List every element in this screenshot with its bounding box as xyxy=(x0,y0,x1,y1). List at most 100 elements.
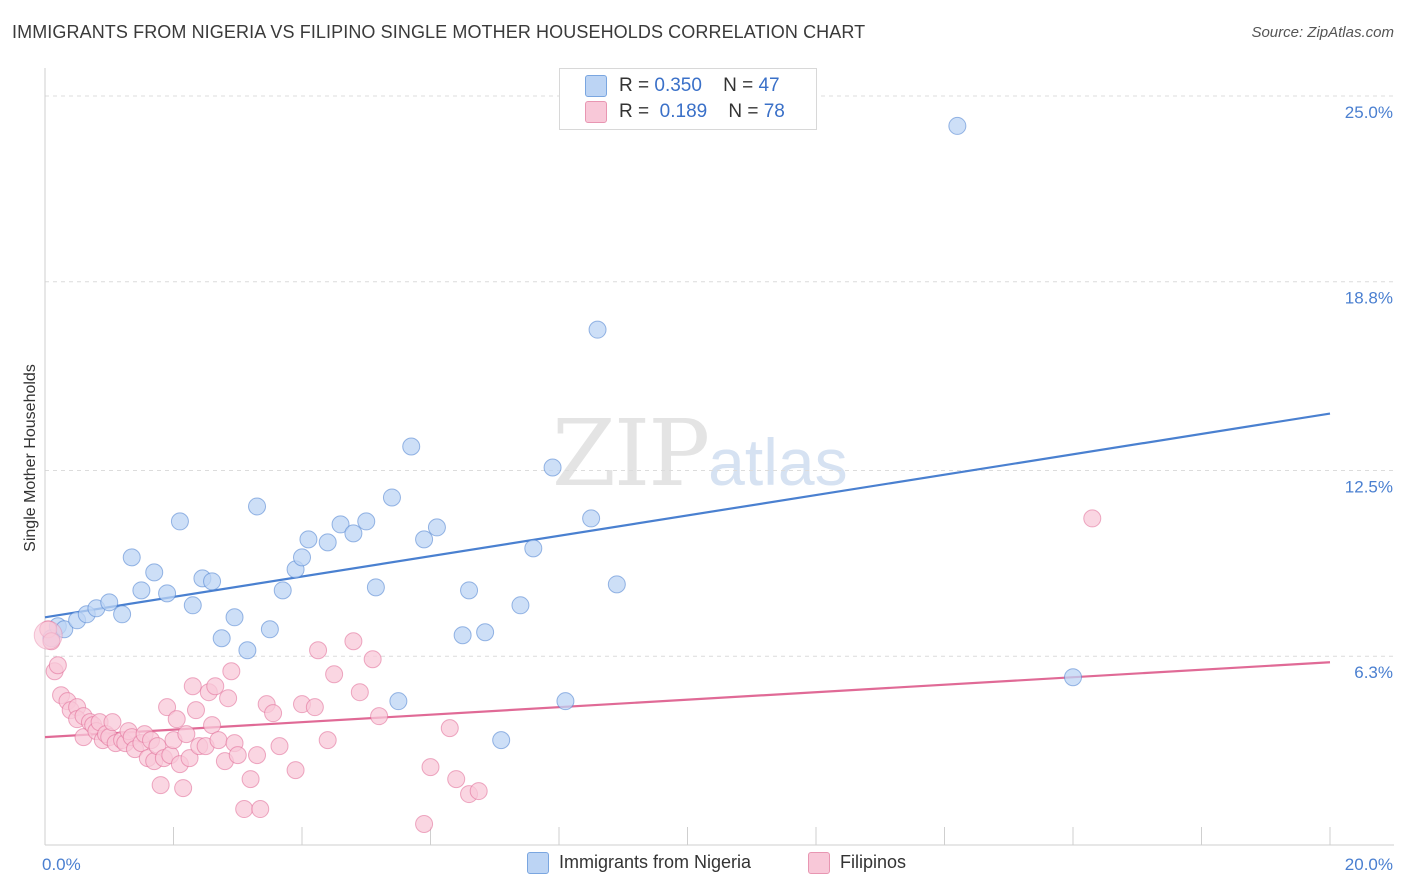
legend-r-value: 0.189 xyxy=(659,101,708,123)
x-tick-label: 0.0% xyxy=(42,855,81,874)
data-point xyxy=(1064,668,1082,687)
data-point xyxy=(1083,509,1102,528)
data-point xyxy=(556,692,575,711)
data-point xyxy=(206,677,225,696)
data-point xyxy=(415,815,434,834)
gridlines xyxy=(45,95,1394,657)
data-point xyxy=(293,548,311,567)
bottom-legend-label-nigeria: Immigrants from Nigeria xyxy=(559,852,752,872)
data-point xyxy=(167,710,186,729)
data-point xyxy=(469,782,488,801)
data-point xyxy=(440,719,459,738)
series-filipinos xyxy=(39,509,1102,834)
data-point xyxy=(476,623,495,642)
legend-n-label: N = xyxy=(723,75,754,97)
axes xyxy=(44,68,1394,846)
trend-line-filipinos xyxy=(44,661,1331,739)
data-point xyxy=(415,530,434,549)
bottom-legend-nigeria: Immigrants from Nigeria xyxy=(527,852,751,876)
data-point xyxy=(318,533,337,552)
data-point xyxy=(588,320,607,339)
bottom-legend-filipinos: Filipinos xyxy=(808,852,906,876)
data-point xyxy=(222,662,241,681)
legend-row-filipinos: R = 0.189 N = 78 xyxy=(585,101,785,127)
data-point xyxy=(260,620,279,639)
y-tick-label: 6.3% xyxy=(1354,663,1393,682)
series-nigeria xyxy=(42,116,1082,750)
data-point xyxy=(543,458,562,477)
data-point xyxy=(492,731,511,750)
data-point xyxy=(607,575,626,594)
data-point xyxy=(177,725,196,744)
data-point xyxy=(170,512,189,531)
legend-swatch-filipinos xyxy=(585,101,607,123)
data-point xyxy=(174,779,193,798)
y-tick-label: 18.8% xyxy=(1345,289,1393,308)
legend-r-value: 0.350 xyxy=(654,75,702,97)
data-point xyxy=(203,716,222,735)
data-point xyxy=(212,629,231,648)
data-point xyxy=(251,800,270,819)
data-point xyxy=(370,707,389,726)
source-label: Source: ZipAtlas.com xyxy=(1251,24,1394,41)
data-point xyxy=(344,524,363,543)
data-point xyxy=(203,572,222,591)
y-axis-label: Single Mother Households xyxy=(22,364,39,552)
data-point xyxy=(158,698,177,717)
data-point xyxy=(48,656,67,675)
data-point xyxy=(238,641,257,660)
data-point xyxy=(122,548,141,567)
watermark-zip: ZIP xyxy=(552,400,710,507)
data-point xyxy=(357,512,376,531)
data-point xyxy=(248,497,267,516)
data-point xyxy=(511,596,530,615)
data-point xyxy=(948,116,967,135)
data-point xyxy=(331,515,350,534)
tick-labels: 6.3% 12.5% 18.8% 25.0% 0.0% 20.0% xyxy=(42,103,1393,874)
data-point xyxy=(286,761,305,780)
data-point xyxy=(366,578,385,597)
data-point xyxy=(382,488,401,507)
correlation-legend: R = 0.350 N = 47 R = 0.189 N = 78 xyxy=(559,68,817,130)
data-point xyxy=(248,746,267,765)
data-point xyxy=(427,518,446,537)
trend-line-nigeria xyxy=(44,412,1331,619)
data-point xyxy=(145,563,164,582)
legend-n-value: 78 xyxy=(763,101,785,123)
data-point xyxy=(186,701,205,720)
data-point xyxy=(447,770,466,789)
data-point xyxy=(270,737,289,756)
data-point xyxy=(209,731,228,750)
data-point xyxy=(219,689,238,708)
data-point xyxy=(241,770,260,789)
data-point xyxy=(363,650,382,669)
data-point xyxy=(235,800,254,819)
bottom-legend-label-filipinos: Filipinos xyxy=(840,852,907,872)
data-point xyxy=(180,749,199,768)
data-point xyxy=(228,746,247,765)
data-point xyxy=(305,698,324,717)
legend-n-value: 47 xyxy=(758,75,780,97)
data-point xyxy=(325,665,344,684)
data-point xyxy=(582,509,601,528)
data-point xyxy=(100,593,119,612)
data-point xyxy=(113,605,132,624)
data-point xyxy=(318,731,337,750)
data-points xyxy=(33,116,1102,834)
data-point xyxy=(273,581,292,600)
data-point xyxy=(344,632,363,651)
data-point xyxy=(225,608,244,627)
data-point xyxy=(299,530,318,549)
data-point xyxy=(183,596,202,615)
legend-r-label: R = xyxy=(619,75,650,97)
x-tick-label: 20.0% xyxy=(1345,855,1393,874)
data-point xyxy=(309,641,328,660)
data-point xyxy=(460,581,479,600)
data-point xyxy=(103,713,122,732)
data-point-cluster xyxy=(33,620,63,650)
y-tick-label: 12.5% xyxy=(1345,477,1393,496)
data-point xyxy=(158,584,177,603)
legend-n-label: N = xyxy=(728,101,759,123)
data-point xyxy=(151,776,170,795)
